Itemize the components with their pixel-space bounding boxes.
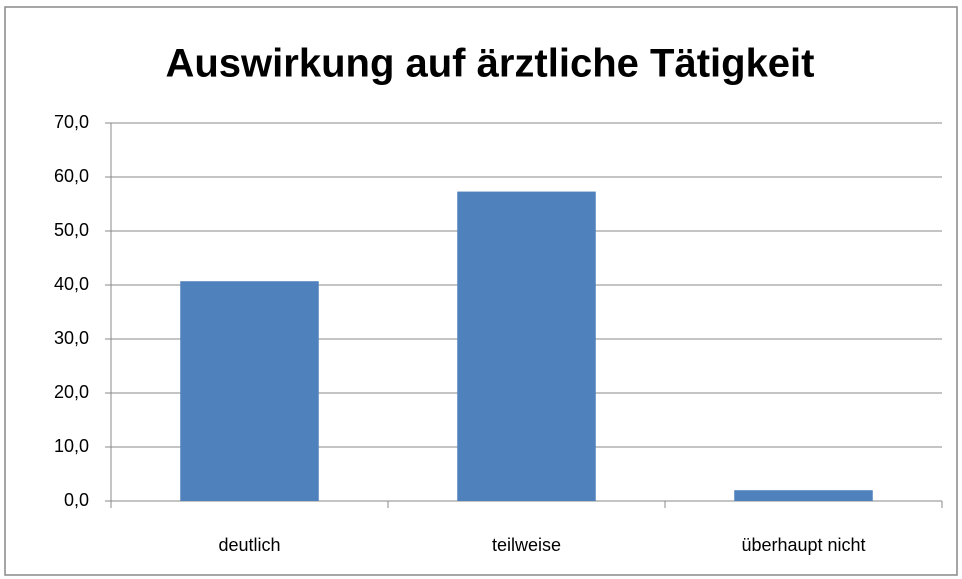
y-tick-label: 10,0 bbox=[54, 436, 89, 456]
y-tick-label: 50,0 bbox=[54, 220, 89, 240]
y-tick-label: 20,0 bbox=[54, 382, 89, 402]
bar bbox=[180, 281, 319, 501]
x-tick-label: deutlich bbox=[218, 535, 280, 555]
bar bbox=[457, 191, 596, 501]
chart-title: Auswirkung auf ärztliche Tätigkeit bbox=[165, 42, 814, 86]
x-tick-label: überhaupt nicht bbox=[741, 535, 865, 555]
y-tick-label: 0,0 bbox=[64, 490, 89, 510]
x-tick-label: teilweise bbox=[492, 535, 561, 555]
bar bbox=[734, 490, 873, 501]
y-tick-label: 30,0 bbox=[54, 328, 89, 348]
y-tick-label: 70,0 bbox=[54, 112, 89, 132]
y-tick-label: 60,0 bbox=[54, 166, 89, 186]
y-tick-label: 40,0 bbox=[54, 274, 89, 294]
